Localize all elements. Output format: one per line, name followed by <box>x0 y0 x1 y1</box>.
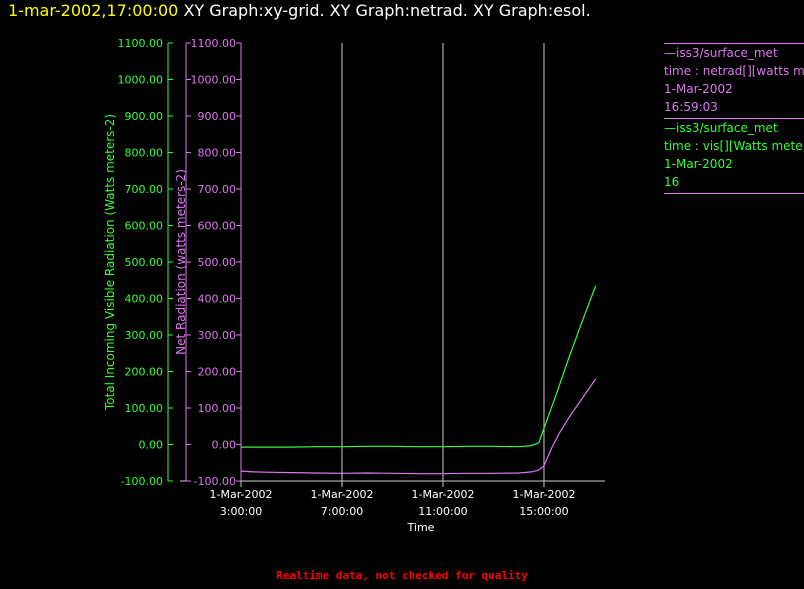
esol-y-tick-label: 200.00 <box>125 366 164 379</box>
legend-time: 16:59:03 <box>664 100 718 114</box>
legend-entry-netrad: —iss3/surface_met time : netrad[][watts … <box>664 43 804 116</box>
x-tick-label-time: 7:00:00 <box>321 505 363 518</box>
x-tick-label-time: 11:00:00 <box>418 505 467 518</box>
netrad-y-tick-label: 900.00 <box>198 110 237 123</box>
esol-y-axis-label: Total Incoming Visible Radiation (Watts … <box>103 114 117 411</box>
netrad-series-line <box>240 378 597 475</box>
x-tick-label-date: 1-Mar-2002 <box>512 488 575 501</box>
netrad-y-tick-label: 0.00 <box>212 439 237 452</box>
netrad-y-tick-label: 100.00 <box>198 402 237 415</box>
header-timestamp: 1-mar-2002,17:00:00 <box>8 1 179 20</box>
esol-y-tick-label: 1100.00 <box>118 37 164 50</box>
x-axis-label: Time <box>407 521 435 534</box>
esol-y-tick-label: 700.00 <box>125 183 164 196</box>
quality-notice: Realtime data, not checked for quality <box>276 569 528 582</box>
legend: —iss3/surface_met time : netrad[][watts … <box>664 41 804 194</box>
netrad-y-tick-label: 500.00 <box>198 256 237 269</box>
x-tick-label-time: 3:00:00 <box>220 505 262 518</box>
x-tick-label-date: 1-Mar-2002 <box>311 488 374 501</box>
netrad-y-tick-label: 1000.00 <box>191 74 237 87</box>
legend-time: 16 <box>664 175 680 189</box>
esol-y-tick-label: 300.00 <box>125 329 164 342</box>
legend-rule <box>664 118 804 119</box>
esol-y-tick-label: 900.00 <box>125 110 164 123</box>
x-tick-label-date: 1-Mar-2002 <box>411 488 474 501</box>
netrad-y-tick-label: -100.00 <box>194 475 236 488</box>
header-title: 1-mar-2002,17:00:00 XY Graph:xy-grid. XY… <box>8 1 591 20</box>
esol-y-tick-label: 100.00 <box>125 402 164 415</box>
grid-lines <box>341 43 545 481</box>
netrad-y-axis-label: Net Radiation (watts meters-2) <box>174 169 188 355</box>
axes <box>167 42 605 487</box>
netrad-y-tick-label: 700.00 <box>198 183 237 196</box>
netrad-y-tick-label: 800.00 <box>198 147 237 160</box>
legend-source: —iss3/surface_met <box>664 121 778 135</box>
x-tick-label-date: 1-Mar-2002 <box>210 488 273 501</box>
netrad-y-tick-label: 300.00 <box>198 329 237 342</box>
esol-series-line <box>241 285 597 448</box>
legend-date: 1-Mar-2002 <box>664 82 733 96</box>
esol-y-tick-label: 500.00 <box>125 256 164 269</box>
esol-y-tick-label: -100.00 <box>121 475 163 488</box>
esol-y-tick-label: 1000.00 <box>118 74 164 87</box>
x-tick-label-time: 15:00:00 <box>519 505 568 518</box>
netrad-y-tick-label: 600.00 <box>198 220 237 233</box>
legend-rule <box>664 43 804 44</box>
legend-variable: time : netrad[][watts me <box>664 64 804 78</box>
legend-rule <box>664 193 804 194</box>
esol-y-tick-label: 400.00 <box>125 293 164 306</box>
series-lines <box>240 285 597 475</box>
legend-source: —iss3/surface_met <box>664 46 778 60</box>
header-graph-list: XY Graph:xy-grid. XY Graph:netrad. XY Gr… <box>183 1 591 20</box>
legend-variable: time : vis[][Watts mete <box>664 139 803 153</box>
netrad-y-tick-label: 400.00 <box>198 293 237 306</box>
legend-date: 1-Mar-2002 <box>664 157 733 171</box>
axis-labels: -100.00 -100.00 0.00 0.00 100.00 100.00 200.00… <box>103 37 575 534</box>
esol-y-tick-label: 800.00 <box>125 147 164 160</box>
esol-y-tick-label: 600.00 <box>125 220 164 233</box>
netrad-y-tick-label: 1100.00 <box>191 37 237 50</box>
esol-y-tick-label: 0.00 <box>139 439 164 452</box>
legend-entry-esol: —iss3/surface_met time : vis[][Watts met… <box>664 118 804 194</box>
netrad-y-tick-label: 200.00 <box>198 366 237 379</box>
